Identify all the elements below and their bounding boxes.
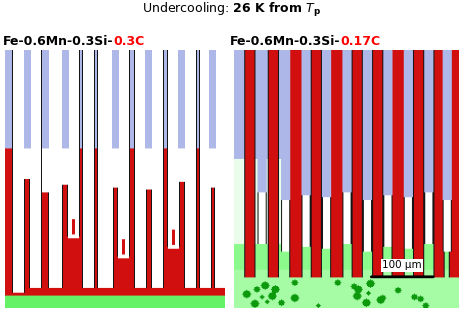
Text: 0.17C: 0.17C	[340, 35, 381, 48]
Text: 100 μm: 100 μm	[382, 260, 422, 270]
Text: Undercooling: $\mathbf{26\ K\ from}\ \mathbf{\mathit{T}_p}$: Undercooling: $\mathbf{26\ K\ from}\ \ma…	[142, 1, 321, 19]
Text: Fe-0.6Mn-0.3Si-: Fe-0.6Mn-0.3Si-	[230, 35, 340, 48]
Text: Fe-0.6Mn-0.3Si-: Fe-0.6Mn-0.3Si-	[3, 35, 113, 48]
Text: 0.3C: 0.3C	[113, 35, 144, 48]
